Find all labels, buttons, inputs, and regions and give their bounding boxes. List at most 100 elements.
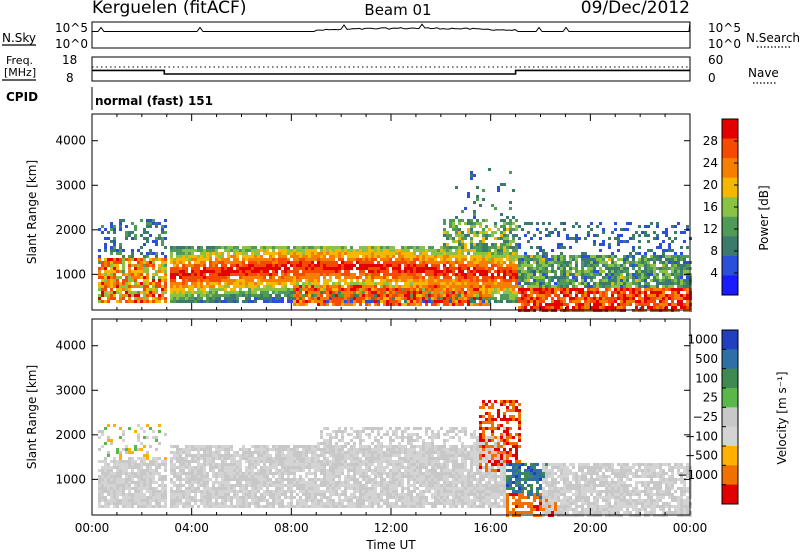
heatmap-cell bbox=[428, 291, 431, 294]
heatmap-cell bbox=[470, 219, 473, 222]
heatmap-cell bbox=[461, 246, 464, 249]
heatmap-cell bbox=[419, 282, 422, 285]
heatmap-cell bbox=[338, 288, 341, 291]
heatmap-cell bbox=[461, 279, 464, 282]
heatmap-cell bbox=[107, 264, 110, 267]
heatmap-cell bbox=[683, 231, 686, 234]
heatmap-cell bbox=[542, 267, 545, 270]
heatmap-cell bbox=[683, 270, 686, 273]
heatmap-cell bbox=[623, 276, 626, 279]
heatmap-cell bbox=[104, 243, 107, 246]
heatmap-cell bbox=[377, 267, 380, 270]
heatmap-cell bbox=[473, 225, 476, 228]
heatmap-cell bbox=[119, 463, 122, 466]
heatmap-cell bbox=[632, 255, 635, 258]
heatmap-cell bbox=[455, 276, 458, 279]
heatmap-cell bbox=[281, 276, 284, 279]
heatmap-cell bbox=[509, 255, 512, 258]
heatmap-cell bbox=[467, 282, 470, 285]
heatmap-cell bbox=[446, 279, 449, 282]
heatmap-cell bbox=[503, 270, 506, 273]
heatmap-cell bbox=[581, 291, 584, 294]
heatmap-cell bbox=[449, 267, 452, 270]
heatmap-cell bbox=[119, 243, 122, 246]
heatmap-cell bbox=[155, 282, 158, 285]
heatmap-cell bbox=[581, 255, 584, 258]
heatmap-cell bbox=[407, 273, 410, 276]
heatmap-cell bbox=[197, 255, 200, 258]
heatmap-cell bbox=[116, 258, 119, 261]
heatmap-cell bbox=[185, 454, 188, 457]
heatmap-cell bbox=[665, 303, 668, 306]
heatmap-cell bbox=[644, 300, 647, 303]
heatmap-cell bbox=[509, 171, 512, 174]
heatmap-cell bbox=[251, 475, 254, 478]
heatmap-cell bbox=[191, 297, 194, 300]
heatmap-cell bbox=[347, 255, 350, 258]
heatmap-cell bbox=[500, 231, 503, 234]
heatmap-cell bbox=[143, 454, 146, 457]
heatmap-cell bbox=[248, 273, 251, 276]
heatmap-cell bbox=[119, 252, 122, 255]
heatmap-cell bbox=[248, 291, 251, 294]
heatmap-cell bbox=[641, 279, 644, 282]
heatmap-cell bbox=[359, 288, 362, 291]
heatmap-cell bbox=[242, 252, 245, 255]
heatmap-cell bbox=[209, 282, 212, 285]
heatmap-cell bbox=[542, 285, 545, 288]
heatmap-cell bbox=[515, 294, 518, 297]
heatmap-cell bbox=[377, 288, 380, 291]
heatmap-cell bbox=[200, 255, 203, 258]
heatmap-cell bbox=[680, 279, 683, 282]
heatmap-cell bbox=[431, 300, 434, 303]
heatmap-cell bbox=[152, 264, 155, 267]
heatmap-cell bbox=[239, 279, 242, 282]
heatmap-cell bbox=[362, 252, 365, 255]
heatmap-cell bbox=[101, 261, 104, 264]
heatmap-cell bbox=[122, 264, 125, 267]
heatmap-cell bbox=[404, 276, 407, 279]
heatmap-cell bbox=[290, 255, 293, 258]
heatmap-cell bbox=[203, 291, 206, 294]
heatmap-cell bbox=[206, 463, 209, 466]
heatmap-cell bbox=[110, 490, 113, 493]
heatmap-cell bbox=[599, 222, 602, 225]
heatmap-cell bbox=[227, 481, 230, 484]
heatmap-cell bbox=[473, 303, 476, 306]
heatmap-cell bbox=[356, 288, 359, 291]
heatmap-cell bbox=[482, 279, 485, 282]
heatmap-cell bbox=[428, 282, 431, 285]
heatmap-cell bbox=[218, 454, 221, 457]
heatmap-cell bbox=[140, 505, 143, 508]
heatmap-cell bbox=[311, 249, 314, 252]
heatmap-cell bbox=[470, 261, 473, 264]
heatmap-cell bbox=[182, 267, 185, 270]
heatmap-cell bbox=[623, 285, 626, 288]
heatmap-cell bbox=[491, 279, 494, 282]
heatmap-cell bbox=[482, 270, 485, 273]
heatmap-cell bbox=[242, 267, 245, 270]
heatmap-cell bbox=[503, 243, 506, 246]
heatmap-cell bbox=[392, 303, 395, 306]
heatmap-cell bbox=[374, 276, 377, 279]
heatmap-cell bbox=[281, 448, 284, 451]
heatmap-cell bbox=[470, 276, 473, 279]
heatmap-cell bbox=[641, 273, 644, 276]
heatmap-cell bbox=[542, 279, 545, 282]
heatmap-cell bbox=[287, 469, 290, 472]
heatmap-cell bbox=[536, 282, 539, 285]
heatmap-cell bbox=[236, 246, 239, 249]
heatmap-cell bbox=[668, 288, 671, 291]
heatmap-cell bbox=[599, 282, 602, 285]
heatmap-cell bbox=[140, 490, 143, 493]
heatmap-cell bbox=[275, 499, 278, 502]
heatmap-cell bbox=[209, 264, 212, 267]
heatmap-cell bbox=[206, 285, 209, 288]
heatmap-cell bbox=[518, 255, 521, 258]
heatmap-cell bbox=[362, 249, 365, 252]
heatmap-cell bbox=[473, 249, 476, 252]
heatmap-cell bbox=[182, 291, 185, 294]
heatmap-cell bbox=[320, 294, 323, 297]
heatmap-cell bbox=[116, 502, 119, 505]
heatmap-cell bbox=[443, 291, 446, 294]
